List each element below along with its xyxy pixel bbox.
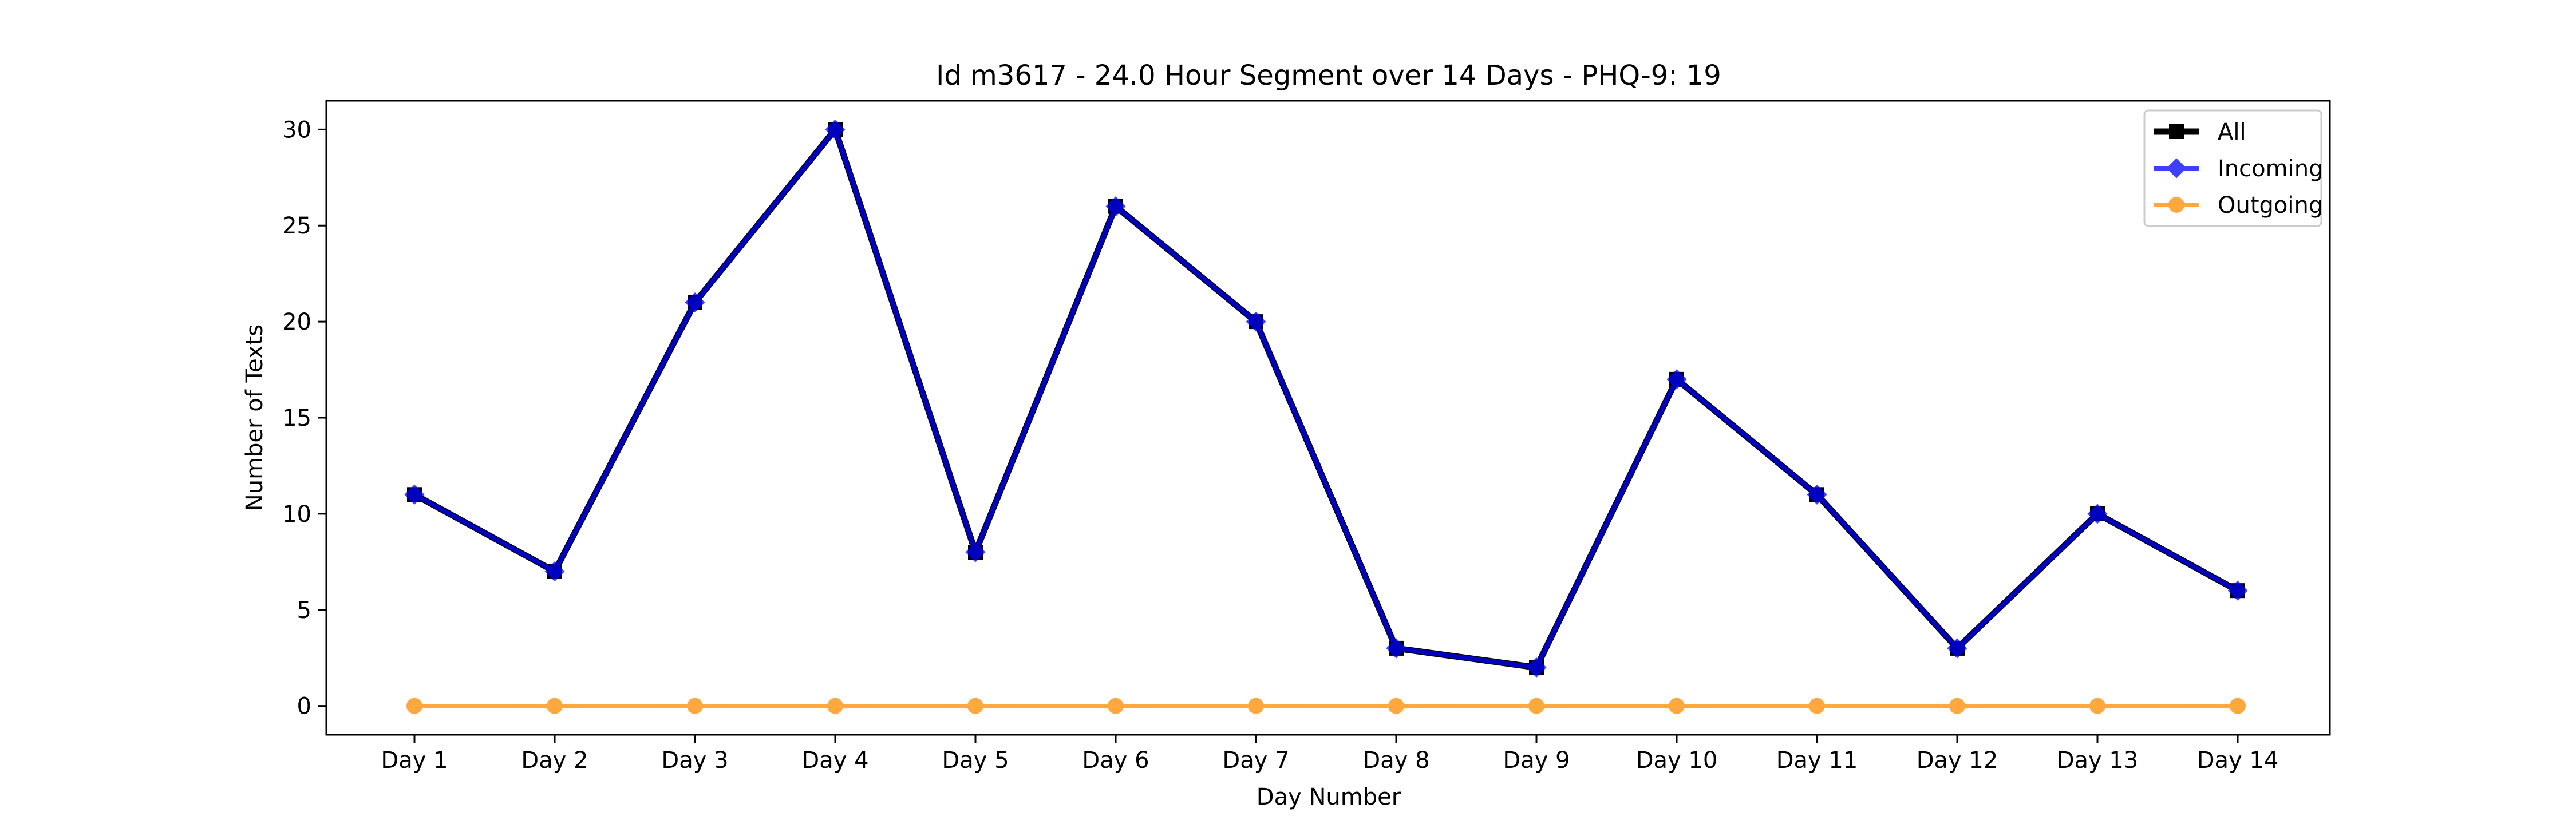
legend: All Incoming Outgoing bbox=[2143, 109, 2323, 227]
legend-swatch-outgoing bbox=[2154, 197, 2199, 213]
legend-marker-outgoing bbox=[2168, 197, 2184, 213]
legend-swatch-incoming bbox=[2154, 158, 2199, 179]
data-point-incoming bbox=[2087, 504, 2108, 524]
y-tick-label: 0 bbox=[297, 694, 311, 720]
x-tick-label: Day 3 bbox=[661, 747, 728, 774]
data-point-incoming bbox=[965, 542, 986, 562]
data-point-outgoing bbox=[1949, 698, 1965, 714]
data-point-outgoing bbox=[406, 698, 422, 714]
data-point-incoming bbox=[1526, 657, 1547, 678]
x-tick-label: Day 4 bbox=[801, 747, 868, 774]
data-point-outgoing bbox=[827, 698, 843, 714]
x-axis: Day 1 Day 2 Day 3 Day 4 Day 5 Day 6 Day 7 Day 8… bbox=[381, 735, 2278, 774]
data-point-incoming bbox=[544, 561, 565, 582]
y-axis: 0 5 10 15 20 25 30 bbox=[282, 117, 326, 720]
data-point-outgoing bbox=[1108, 698, 1124, 714]
x-tick-label: Day 8 bbox=[1362, 747, 1429, 774]
legend-marker-incoming bbox=[2166, 158, 2187, 179]
y-tick-label: 5 bbox=[297, 597, 311, 624]
data-point-outgoing bbox=[1669, 698, 1685, 714]
series-line-incoming bbox=[413, 127, 2239, 670]
y-tick-label: 10 bbox=[282, 501, 311, 528]
y-tick-label: 15 bbox=[282, 405, 311, 431]
x-tick-label: Day 10 bbox=[1636, 747, 1718, 774]
data-point-incoming bbox=[2227, 580, 2248, 601]
data-point-incoming bbox=[825, 119, 846, 140]
data-point-incoming bbox=[1105, 196, 1126, 217]
data-point-incoming bbox=[685, 292, 705, 313]
legend-marker-all bbox=[2169, 124, 2184, 139]
data-point-outgoing bbox=[1388, 698, 1404, 714]
series-group bbox=[404, 119, 2248, 714]
x-tick-label: Day 5 bbox=[942, 747, 1009, 774]
data-point-outgoing bbox=[2089, 698, 2105, 714]
data-point-incoming bbox=[404, 484, 425, 505]
y-tick-label: 25 bbox=[282, 213, 311, 239]
x-tick-label: Day 2 bbox=[521, 747, 588, 774]
data-point-incoming bbox=[1386, 638, 1406, 659]
legend-box bbox=[2143, 109, 2322, 227]
x-axis-label: Day Number bbox=[1257, 784, 1401, 810]
series-incoming bbox=[404, 119, 2248, 678]
x-tick-label: Day 9 bbox=[1503, 747, 1570, 774]
data-point-outgoing bbox=[1528, 698, 1544, 714]
data-point-incoming bbox=[1807, 484, 1827, 505]
legend-swatch-all bbox=[2154, 124, 2199, 139]
y-tick-label: 20 bbox=[282, 309, 311, 335]
data-point-incoming bbox=[1947, 638, 1967, 659]
chart-title: Id m3617 - 24.0 Hour Segment over 14 Day… bbox=[936, 60, 1721, 92]
legend-label-outgoing: Outgoing bbox=[2218, 192, 2323, 219]
data-point-outgoing bbox=[1248, 698, 1264, 714]
data-point-outgoing bbox=[967, 698, 983, 714]
series-outgoing bbox=[406, 698, 2246, 714]
x-tick-label: Day 12 bbox=[1917, 747, 1998, 774]
x-tick-label: Day 13 bbox=[2057, 747, 2139, 774]
legend-label-incoming: Incoming bbox=[2218, 156, 2323, 182]
data-point-outgoing bbox=[547, 698, 563, 714]
x-tick-label: Day 11 bbox=[1776, 747, 1858, 774]
data-point-incoming bbox=[1666, 369, 1687, 390]
x-tick-label: Day 1 bbox=[381, 747, 448, 774]
legend-label-all: All bbox=[2218, 119, 2246, 145]
data-point-outgoing bbox=[2230, 698, 2246, 714]
y-axis-label: Number of Texts bbox=[242, 324, 268, 511]
x-tick-label: Day 14 bbox=[2197, 747, 2279, 774]
y-tick-label: 30 bbox=[282, 117, 311, 143]
data-point-outgoing bbox=[687, 698, 703, 714]
data-point-outgoing bbox=[1809, 698, 1825, 714]
x-tick-label: Day 7 bbox=[1222, 747, 1289, 774]
data-point-incoming bbox=[1246, 311, 1266, 332]
x-tick-label: Day 6 bbox=[1082, 747, 1149, 774]
